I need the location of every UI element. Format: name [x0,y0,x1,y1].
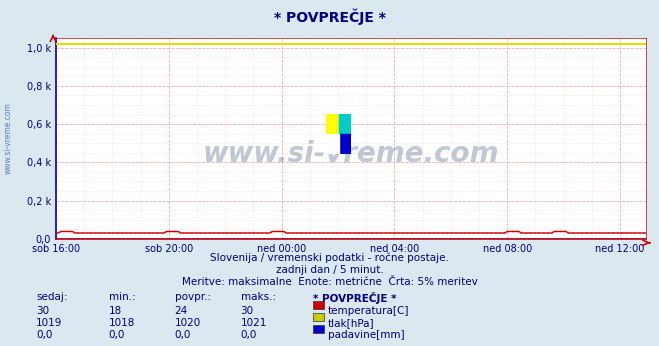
Text: min.:: min.: [109,292,136,302]
Text: www.si-vreme.com: www.si-vreme.com [3,102,13,174]
Text: 1019: 1019 [36,318,63,328]
Text: 1018: 1018 [109,318,135,328]
Text: 1021: 1021 [241,318,267,328]
Text: zadnji dan / 5 minut.: zadnji dan / 5 minut. [275,265,384,275]
Text: 0,0: 0,0 [241,330,257,340]
Text: 18: 18 [109,306,122,316]
Text: 0,0: 0,0 [175,330,191,340]
Text: 1020: 1020 [175,318,201,328]
Text: 30: 30 [36,306,49,316]
Text: sedaj:: sedaj: [36,292,68,302]
Text: * POVPREČJE *: * POVPREČJE * [313,292,397,304]
Text: povpr.:: povpr.: [175,292,211,302]
Text: 0,0: 0,0 [36,330,53,340]
Text: 24: 24 [175,306,188,316]
Text: padavine[mm]: padavine[mm] [328,330,404,340]
Bar [339,114,351,134]
Text: maks.:: maks.: [241,292,275,302]
Text: * POVPREČJE *: * POVPREČJE * [273,9,386,25]
Text: 30: 30 [241,306,254,316]
Text: www.si-vreme.com: www.si-vreme.com [203,140,499,169]
Text: 0,0: 0,0 [109,330,125,340]
Bar [339,134,351,154]
Bar [326,134,339,154]
Text: Slovenija / vremenski podatki - ročne postaje.: Slovenija / vremenski podatki - ročne po… [210,253,449,263]
Text: temperatura[C]: temperatura[C] [328,306,409,316]
Bar [326,114,339,134]
Text: Meritve: maksimalne  Enote: metrične  Črta: 5% meritev: Meritve: maksimalne Enote: metrične Črta… [182,277,477,287]
Text: tlak[hPa]: tlak[hPa] [328,318,374,328]
